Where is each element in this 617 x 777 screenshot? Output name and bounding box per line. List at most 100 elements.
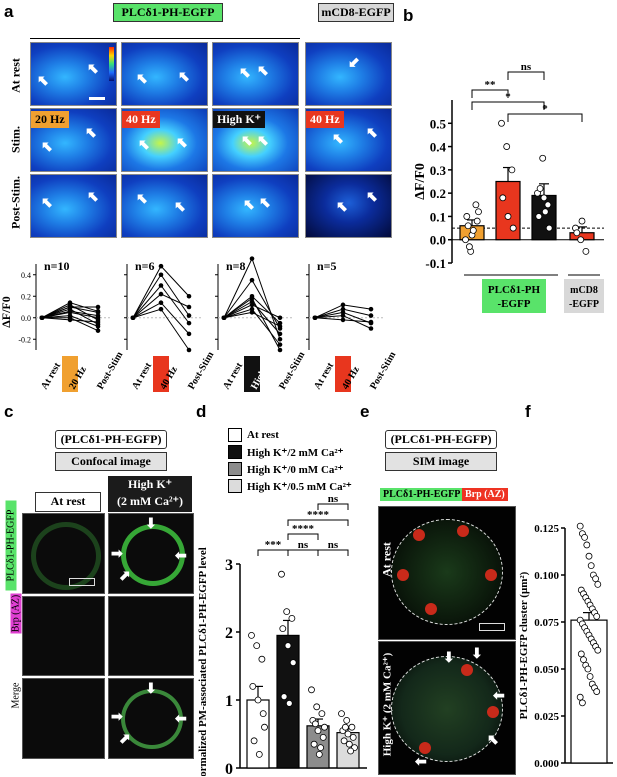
data-point xyxy=(579,699,586,707)
significance-label: *** xyxy=(265,539,282,551)
row-label-stim: Stim. xyxy=(8,126,23,153)
plc-header: PLCδ1-PH-EGFP xyxy=(113,3,223,22)
data-point xyxy=(340,313,346,318)
data-point xyxy=(583,541,591,549)
y-tick-label: 0.2 xyxy=(21,292,31,301)
arrow-icon: ⬉ xyxy=(41,138,53,154)
data-point xyxy=(541,208,549,216)
plc-header-line xyxy=(30,38,300,39)
data-point xyxy=(259,710,267,718)
data-point xyxy=(250,737,258,745)
data-point xyxy=(340,317,346,323)
row-label-brp: Brp (AZ) xyxy=(10,593,22,634)
significance-bracket xyxy=(471,101,545,110)
arrow-icon: ⬉ xyxy=(87,188,99,204)
data-point xyxy=(593,688,601,695)
legend-label: High K⁺/0 mM Ca²⁺ xyxy=(247,463,344,476)
data-point xyxy=(277,320,283,326)
calibration-bar-icon xyxy=(109,47,114,81)
data-point xyxy=(349,733,357,741)
arrow-icon: ⬉ xyxy=(241,132,253,148)
data-point xyxy=(315,750,323,758)
y-tick-label: 0.000 xyxy=(534,758,559,770)
image-tile: 40 Hz ⬉ ⬉ xyxy=(121,108,208,172)
image-tile: 20 Hz ⬉ ⬉ xyxy=(30,108,117,172)
group-label-bg xyxy=(564,279,604,313)
data-point xyxy=(318,710,326,718)
y-axis-label: Normalized PM-associated PLCδ1-PH-EGFP l… xyxy=(197,547,209,776)
y-tick-label: 0.4 xyxy=(21,271,31,280)
data-point xyxy=(186,313,192,318)
data-point xyxy=(186,304,192,310)
image-tile: ⬉ ⬉ xyxy=(305,174,392,238)
row-label-sim-rest: At rest xyxy=(379,542,394,577)
data-point xyxy=(158,300,164,305)
data-point xyxy=(221,315,227,321)
row-label-merge: Merge xyxy=(10,682,22,709)
data-point xyxy=(509,224,517,232)
panel-c-label: c xyxy=(4,402,14,421)
y-tick-label: 0.125 xyxy=(534,523,559,535)
panel-e-subtitle: SIM image xyxy=(385,452,497,471)
image-tile: ⬉ ⬉ xyxy=(30,42,117,106)
data-point xyxy=(158,291,164,297)
data-point xyxy=(186,347,192,353)
data-point xyxy=(340,302,346,308)
data-point xyxy=(277,347,283,353)
data-point xyxy=(503,143,511,150)
confocal-image-brp-highk xyxy=(108,596,194,676)
data-point xyxy=(186,293,192,299)
significance-label: ns xyxy=(298,539,309,551)
y-tick-label: 0.1 xyxy=(430,209,446,224)
arrow-icon: ⬉ xyxy=(332,130,344,146)
data-point xyxy=(310,740,318,748)
data-point xyxy=(186,331,192,337)
data-point xyxy=(577,650,585,658)
data-point xyxy=(593,612,601,620)
arrow-icon: ⬉ xyxy=(174,198,186,214)
y-tick-label: 0.100 xyxy=(534,570,559,582)
data-point xyxy=(341,723,349,731)
row-label-sim-highk: High K⁺ (2 mM Ca²⁺) xyxy=(381,652,394,757)
row-label-egfp: PLCδ1-PH-EGFP xyxy=(5,500,17,591)
stim-tag-high-k: High K⁺ xyxy=(213,111,266,128)
bar xyxy=(531,194,557,241)
legend-item: High K⁺/0.5 mM Ca²⁺ xyxy=(228,479,352,493)
data-point xyxy=(312,315,318,321)
arrow-icon: ⬉ xyxy=(257,62,269,78)
data-point xyxy=(585,552,593,560)
arrow-icon: ⬉ xyxy=(176,134,188,150)
arrow-icon: ⬉ xyxy=(178,68,190,84)
confocal-image-brp-rest xyxy=(22,596,105,676)
data-point xyxy=(338,710,345,718)
category-tag-bg xyxy=(244,356,260,392)
arrow-icon: ⬉ xyxy=(243,196,255,212)
data-point xyxy=(277,331,283,337)
y-tick-label: 0.4 xyxy=(430,140,447,155)
group-label: PLCδ1-PH xyxy=(488,284,541,296)
image-tile: High K⁺ ⬉ ⬉ xyxy=(212,108,299,172)
y-tick-label: 2 xyxy=(225,625,233,642)
data-point xyxy=(249,256,255,261)
significance-label: ns xyxy=(521,61,532,73)
n-label: n=10 xyxy=(44,259,70,273)
arrow-icon: ⬉ xyxy=(136,70,148,86)
data-point xyxy=(466,243,473,251)
x-tick-label: At rest xyxy=(312,360,336,391)
data-point xyxy=(277,324,283,329)
data-point xyxy=(472,201,480,209)
image-tile: ⬋ xyxy=(305,42,392,106)
y-tick-label: 0.025 xyxy=(534,711,559,723)
data-point xyxy=(577,236,585,244)
image-tile: ⬉ ⬉ xyxy=(121,174,208,238)
group-label: -EGFP xyxy=(498,298,531,310)
data-point xyxy=(249,277,255,283)
y-tick-label: -0.1 xyxy=(425,256,446,271)
n-label: n=5 xyxy=(317,259,337,273)
panel-b-bar-chart: ΔF/F0-0.10.00.10.20.30.40.5ns****PLCδ1-P… xyxy=(413,61,604,313)
data-point xyxy=(249,306,255,312)
x-tick-label: At rest xyxy=(221,360,245,391)
data-point xyxy=(594,580,602,588)
data-point xyxy=(312,720,319,728)
legend-swatch xyxy=(228,428,242,442)
